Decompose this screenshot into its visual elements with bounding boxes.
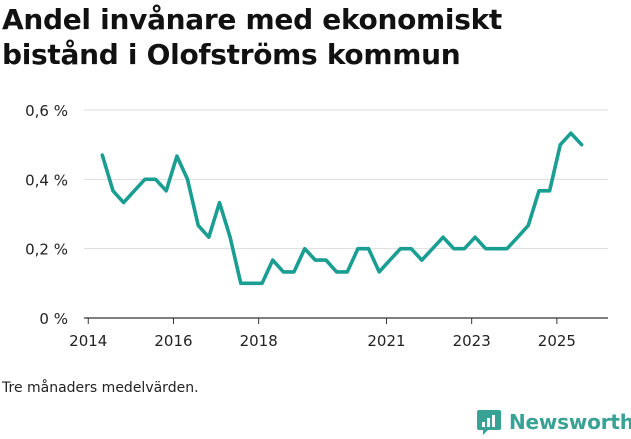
y-axis: 0 % 0,2 % 0,4 % 0,6 % [25,102,68,328]
series-layer [100,131,584,286]
footnote: Tre månaders medelvärden. [2,380,199,396]
x-tick-label: 2014 [69,332,107,350]
line-chart: 0 %0,2 %0,4 %0,6 % 2014 2016 2018 2021 2023 2… [25,102,608,350]
x-axis: 2014 2016 2018 2021 2023 2025 [69,318,576,350]
newsworthy-logo[interactable]: Newsworthy [476,407,631,437]
x-tick-label: 2025 [538,332,576,350]
brand-name: Newsworthy [509,410,631,434]
y-tick-label: 0 % [39,310,68,328]
y-tick-label: 0,2 % [25,241,68,259]
y-tick-label: 0,6 % [25,102,68,120]
x-tick-label: 2021 [367,332,405,350]
y-tick-label: 0,4 % [25,171,68,189]
chart-title: Andel invånare med ekonomiskt bistånd i … [2,3,503,71]
x-tick-label: 2023 [453,332,491,350]
x-tick-label: 2016 [154,332,192,350]
gridlines [84,109,608,319]
newsworthy-logo-icon [477,410,501,435]
series-line-0 [100,131,584,286]
x-tick-label: 2018 [240,332,278,350]
